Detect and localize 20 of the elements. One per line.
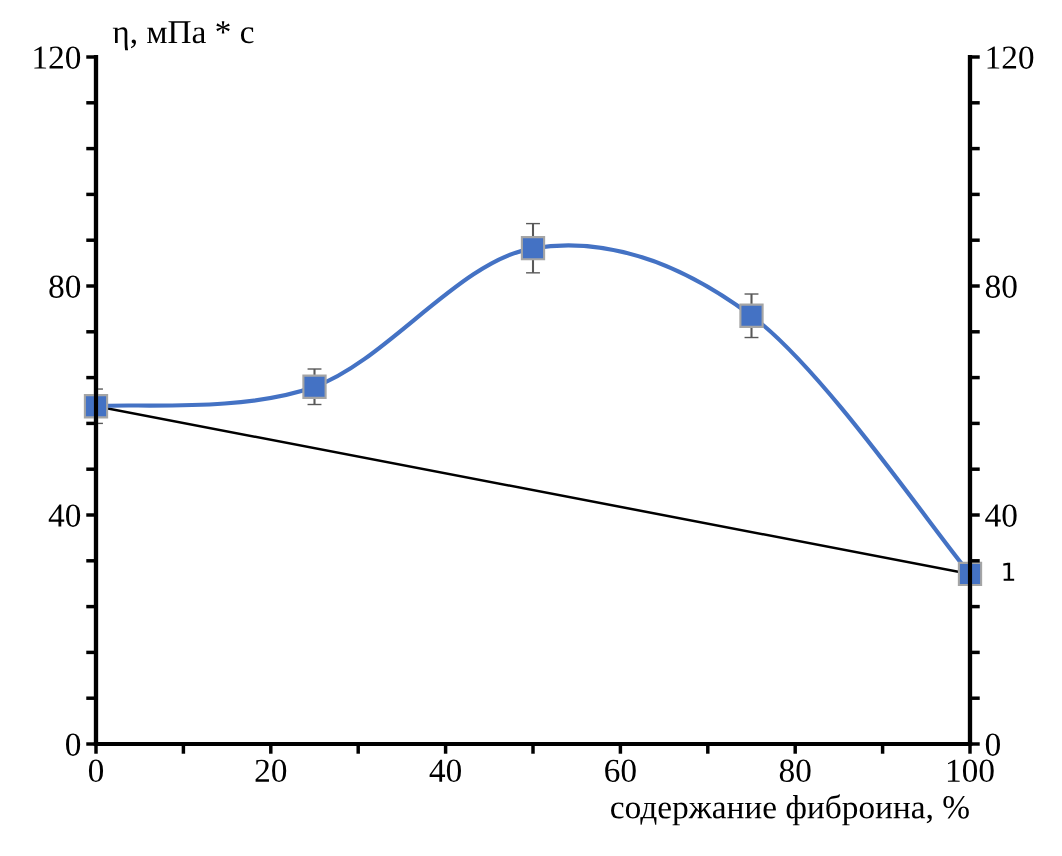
x-axis-title: содержание фиброина, % <box>611 794 969 826</box>
point <box>520 236 546 261</box>
x-tick-label: 60 <box>605 759 636 783</box>
point <box>302 374 327 399</box>
annotation: 1 <box>1003 562 1015 581</box>
x-tick-label: 100 <box>947 759 994 783</box>
y2-tick-label: 0 <box>985 733 1000 756</box>
x-tick-label: 80 <box>779 759 811 783</box>
y-axis-title: η, мПа * с <box>112 21 254 51</box>
x-tick-label: 40 <box>429 759 461 783</box>
y2-tick-label: 120 <box>987 46 1034 69</box>
y2-tick-label: 80 <box>985 275 1017 298</box>
y-tick-label: 80 <box>49 275 81 298</box>
y-tick-label: 120 <box>34 46 81 69</box>
x-tick-label: 20 <box>255 759 287 783</box>
x-tick-label: 0 <box>88 759 104 783</box>
y2-tick-label: 40 <box>985 504 1017 527</box>
y-tick-label: 0 <box>66 733 81 756</box>
point <box>739 303 764 328</box>
y-tick-label: 40 <box>48 504 81 527</box>
